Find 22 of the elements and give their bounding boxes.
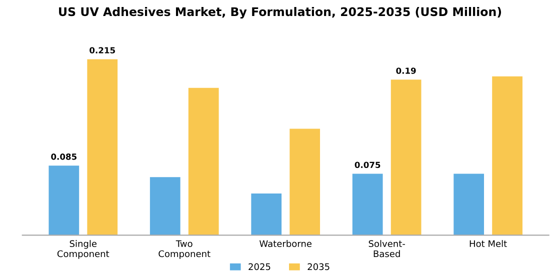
x-tick-label: Solvent- Based	[368, 240, 405, 258]
data-label: 0.19	[396, 68, 416, 74]
data-label: 0.215	[90, 47, 115, 54]
bar	[251, 193, 282, 236]
bar	[188, 88, 219, 236]
bar	[290, 128, 320, 236]
bar	[87, 59, 118, 236]
bar	[492, 76, 522, 236]
legend-label: 2035	[308, 263, 330, 270]
data-label: 0.075	[354, 162, 380, 168]
data-label: 0.085	[51, 154, 76, 160]
bar	[48, 166, 80, 236]
x-tick-label: Two Component	[158, 240, 210, 259]
legend-label: 2025	[248, 263, 270, 270]
x-tick-label: Single Component	[57, 240, 110, 259]
bar	[454, 174, 484, 236]
bar	[390, 80, 422, 236]
chart-title: US UV Adhesives Market, By Formulation, 2025-2035 (USD Million)	[59, 7, 502, 19]
bar	[150, 177, 180, 236]
x-tick-label: Hot Melt	[470, 240, 507, 248]
x-tick-label: Waterborne	[260, 240, 312, 248]
bar	[352, 174, 383, 236]
